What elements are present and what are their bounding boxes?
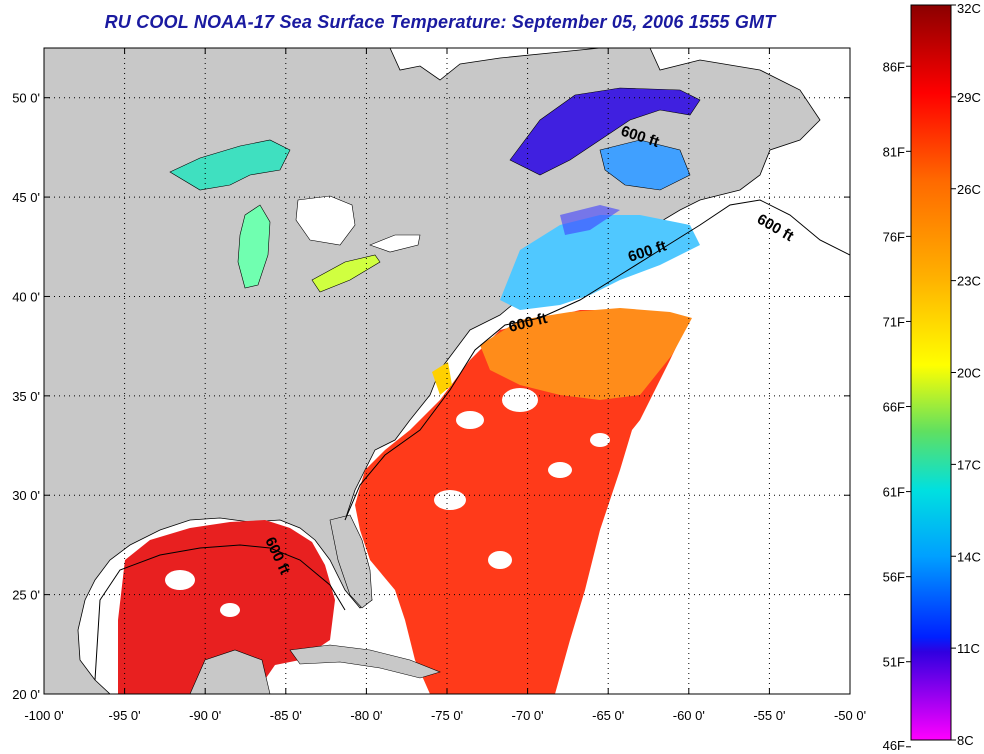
colorbar-label-c: 20C bbox=[957, 366, 981, 381]
lon-label: -50 0' bbox=[834, 708, 866, 723]
colorbar-label-f: 81F bbox=[883, 144, 905, 159]
atlantic-orange-water bbox=[480, 308, 692, 400]
colorbar-label-f: 46F bbox=[883, 738, 905, 753]
colorbar-label-f: 71F bbox=[883, 314, 905, 329]
lon-label: -100 0' bbox=[24, 708, 63, 723]
yucatan bbox=[189, 649, 271, 694]
colorbar-label-f: 86F bbox=[883, 59, 905, 74]
cuba bbox=[289, 644, 441, 679]
colorbar-label-c: 32C bbox=[957, 1, 981, 16]
lon-label: -85 0' bbox=[270, 708, 302, 723]
colorbar-label-f: 66F bbox=[883, 400, 905, 415]
lake-huron bbox=[295, 195, 356, 246]
lon-label: -80 0' bbox=[350, 708, 382, 723]
colorbar-label-c: 26C bbox=[957, 182, 981, 197]
cloud-gaps bbox=[165, 388, 610, 617]
graticule bbox=[43, 48, 851, 695]
land-north-america bbox=[44, 48, 821, 694]
colorbar-celsius-labels: 32C 29C 26C 23C 20C 17C 14C 11C 8C bbox=[951, 1, 981, 748]
shelf-cool-water bbox=[560, 205, 620, 235]
colorbar-label-f: 76F bbox=[883, 229, 905, 244]
map-title: RU COOL NOAA-17 Sea Surface Temperature:… bbox=[104, 12, 776, 32]
colorbar-label-f: 56F bbox=[883, 570, 905, 585]
colorbar-fahrenheit-labels: 86F 81F 76F 71F 66F 61F 56F 51F 46F bbox=[883, 59, 911, 753]
lat-label: 30 0' bbox=[12, 488, 40, 503]
lon-label: -65 0' bbox=[592, 708, 624, 723]
atlantic-warm-water bbox=[355, 310, 690, 694]
lake-erie bbox=[311, 254, 381, 293]
lat-label: 35 0' bbox=[12, 389, 40, 404]
lat-label: 25 0' bbox=[12, 588, 40, 603]
florida bbox=[329, 514, 373, 609]
lon-label: -90 0' bbox=[189, 708, 221, 723]
gulf-st-lawrence bbox=[599, 139, 691, 191]
colorbar-label-f: 51F bbox=[883, 655, 905, 670]
colorbar-label-f: 61F bbox=[883, 485, 905, 500]
lake-superior bbox=[169, 139, 291, 191]
lake-ontario bbox=[369, 234, 421, 253]
colorbar-label-c: 8C bbox=[957, 733, 974, 748]
lake-michigan bbox=[237, 204, 271, 289]
st-lawrence bbox=[509, 87, 701, 176]
lat-label: 20 0' bbox=[12, 687, 40, 702]
lon-label: -55 0' bbox=[753, 708, 785, 723]
lon-label: -60 0' bbox=[673, 708, 705, 723]
colorbar-label-c: 14C bbox=[957, 549, 981, 564]
atlantic-yellow-patch bbox=[432, 362, 452, 395]
lat-label: 40 0' bbox=[12, 289, 40, 304]
lon-label: -95 0' bbox=[109, 708, 141, 723]
longitude-labels: -100 0' -95 0' -90 0' -85 0' -80 0' -75 0' -70… bbox=[24, 708, 866, 723]
isobath-600ft bbox=[94, 199, 850, 681]
colorbar-label-c: 23C bbox=[957, 274, 981, 289]
colorbar-label-c: 29C bbox=[957, 90, 981, 105]
lat-label: 45 0' bbox=[12, 190, 40, 205]
colorbar-label-c: 17C bbox=[957, 457, 981, 472]
gulf-of-maine bbox=[500, 215, 700, 310]
colorbar bbox=[910, 4, 952, 741]
lat-label: 50 0' bbox=[12, 91, 40, 106]
latitude-labels: 50 0' 45 0' 40 0' 35 0' 30 0' 25 0' 20 0' bbox=[12, 91, 40, 702]
lon-label: -70 0' bbox=[512, 708, 544, 723]
lon-label: -75 0' bbox=[431, 708, 463, 723]
colorbar-label-c: 11C bbox=[957, 641, 980, 656]
